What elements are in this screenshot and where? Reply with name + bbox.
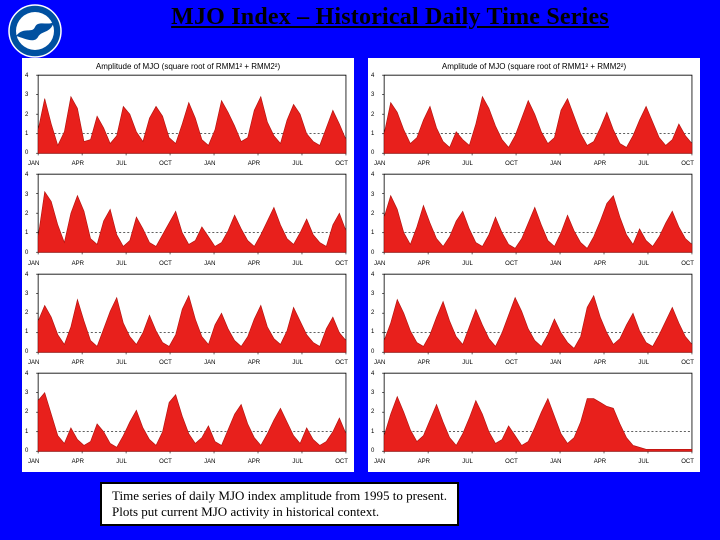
y-axis-ticks: 43210 xyxy=(25,172,28,255)
caption-line: Plots put current MJO activity in histor… xyxy=(112,504,447,520)
y-axis-ticks: 43210 xyxy=(25,73,28,156)
x-axis-ticks: JANAPRJULOCTJANAPRJULOCT xyxy=(372,161,696,167)
y-axis-ticks: 43210 xyxy=(371,172,374,255)
x-axis-ticks: JANAPRJULOCTJANAPRJULOCT xyxy=(26,459,350,465)
chart-row: 43210 JANAPRJULOCTJANAPRJULOCT xyxy=(372,172,696,265)
column-title: Amplitude of MJO (square root of RMM1² +… xyxy=(372,62,696,71)
noaa-logo-icon xyxy=(8,4,62,63)
y-axis-ticks: 43210 xyxy=(371,73,374,156)
chart-panels: Amplitude of MJO (square root of RMM1² +… xyxy=(22,58,700,472)
chart-column-right: Amplitude of MJO (square root of RMM1² +… xyxy=(368,58,700,472)
chart-row: 43210 JANAPRJULOCTJANAPRJULOCT xyxy=(372,272,696,365)
y-axis-ticks: 43210 xyxy=(371,371,374,454)
y-axis-ticks: 43210 xyxy=(25,272,28,355)
y-axis-ticks: 43210 xyxy=(371,272,374,355)
column-title: Amplitude of MJO (square root of RMM1² +… xyxy=(26,62,350,71)
x-axis-ticks: JANAPRJULOCTJANAPRJULOCT xyxy=(372,360,696,366)
chart-row: 43210 JANAPRJULOCTJANAPRJULOCT xyxy=(26,172,350,265)
chart-row: 43210 JANAPRJULOCTJANAPRJULOCT xyxy=(372,73,696,166)
chart-row: 43210 JANAPRJULOCTJANAPRJULOCT xyxy=(26,73,350,166)
x-axis-ticks: JANAPRJULOCTJANAPRJULOCT xyxy=(26,261,350,267)
title-text: MJO Index – Historical Daily Time Series xyxy=(68,4,712,31)
chart-row: 43210 JANAPRJULOCTJANAPRJULOCT xyxy=(26,272,350,365)
x-axis-ticks: JANAPRJULOCTJANAPRJULOCT xyxy=(372,459,696,465)
chart-row: 43210 JANAPRJULOCTJANAPRJULOCT xyxy=(26,371,350,464)
header: MJO Index – Historical Daily Time Series xyxy=(0,0,720,65)
chart-column-left: Amplitude of MJO (square root of RMM1² +… xyxy=(22,58,354,472)
caption-box: Time series of daily MJO index amplitude… xyxy=(100,482,459,527)
page-title: MJO Index – Historical Daily Time Series xyxy=(68,4,712,31)
x-axis-ticks: JANAPRJULOCTJANAPRJULOCT xyxy=(372,261,696,267)
y-axis-ticks: 43210 xyxy=(25,371,28,454)
caption-line: Time series of daily MJO index amplitude… xyxy=(112,488,447,504)
x-axis-ticks: JANAPRJULOCTJANAPRJULOCT xyxy=(26,360,350,366)
x-axis-ticks: JANAPRJULOCTJANAPRJULOCT xyxy=(26,161,350,167)
chart-row: 43210 JANAPRJULOCTJANAPRJULOCT xyxy=(372,371,696,464)
